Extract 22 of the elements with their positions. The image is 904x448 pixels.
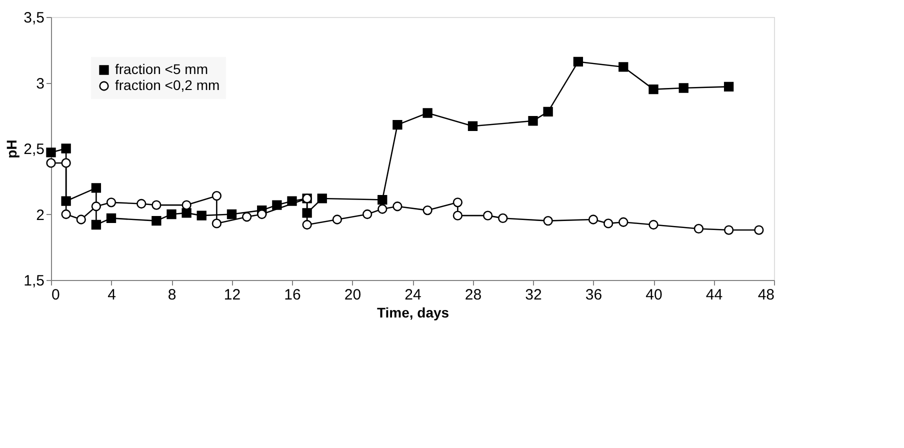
legend-label: fraction <5 mm <box>115 61 208 77</box>
x-tick-label: 0 <box>52 286 60 304</box>
x-tick-label: 40 <box>646 286 662 304</box>
legend-label: fraction <0,2 mm <box>115 77 220 93</box>
x-tick-label: 4 <box>108 286 116 304</box>
x-tick-label: 12 <box>224 286 241 304</box>
x-tick-label: 24 <box>404 286 422 304</box>
x-tick-label: 44 <box>706 286 723 304</box>
x-tick-label: 8 <box>168 286 176 304</box>
x-tick-label: 36 <box>585 286 602 304</box>
y-tick-label: 1,5 <box>24 272 44 290</box>
y-tick-label: 2 <box>36 206 44 224</box>
x-tick-label: 28 <box>464 286 482 304</box>
x-axis-title: Time, days <box>376 304 450 320</box>
x-tick-label: 20 <box>344 286 362 304</box>
y-tick-label: 2,5 <box>24 141 44 158</box>
y-tick-label: 3,5 <box>24 10 44 26</box>
y-tick-label: 3 <box>36 75 44 92</box>
x-tick-label: 48 <box>758 286 774 304</box>
y-axis-title: pH <box>4 140 20 158</box>
x-tick-label: 32 <box>525 286 542 304</box>
x-tick-label: 16 <box>284 286 301 304</box>
